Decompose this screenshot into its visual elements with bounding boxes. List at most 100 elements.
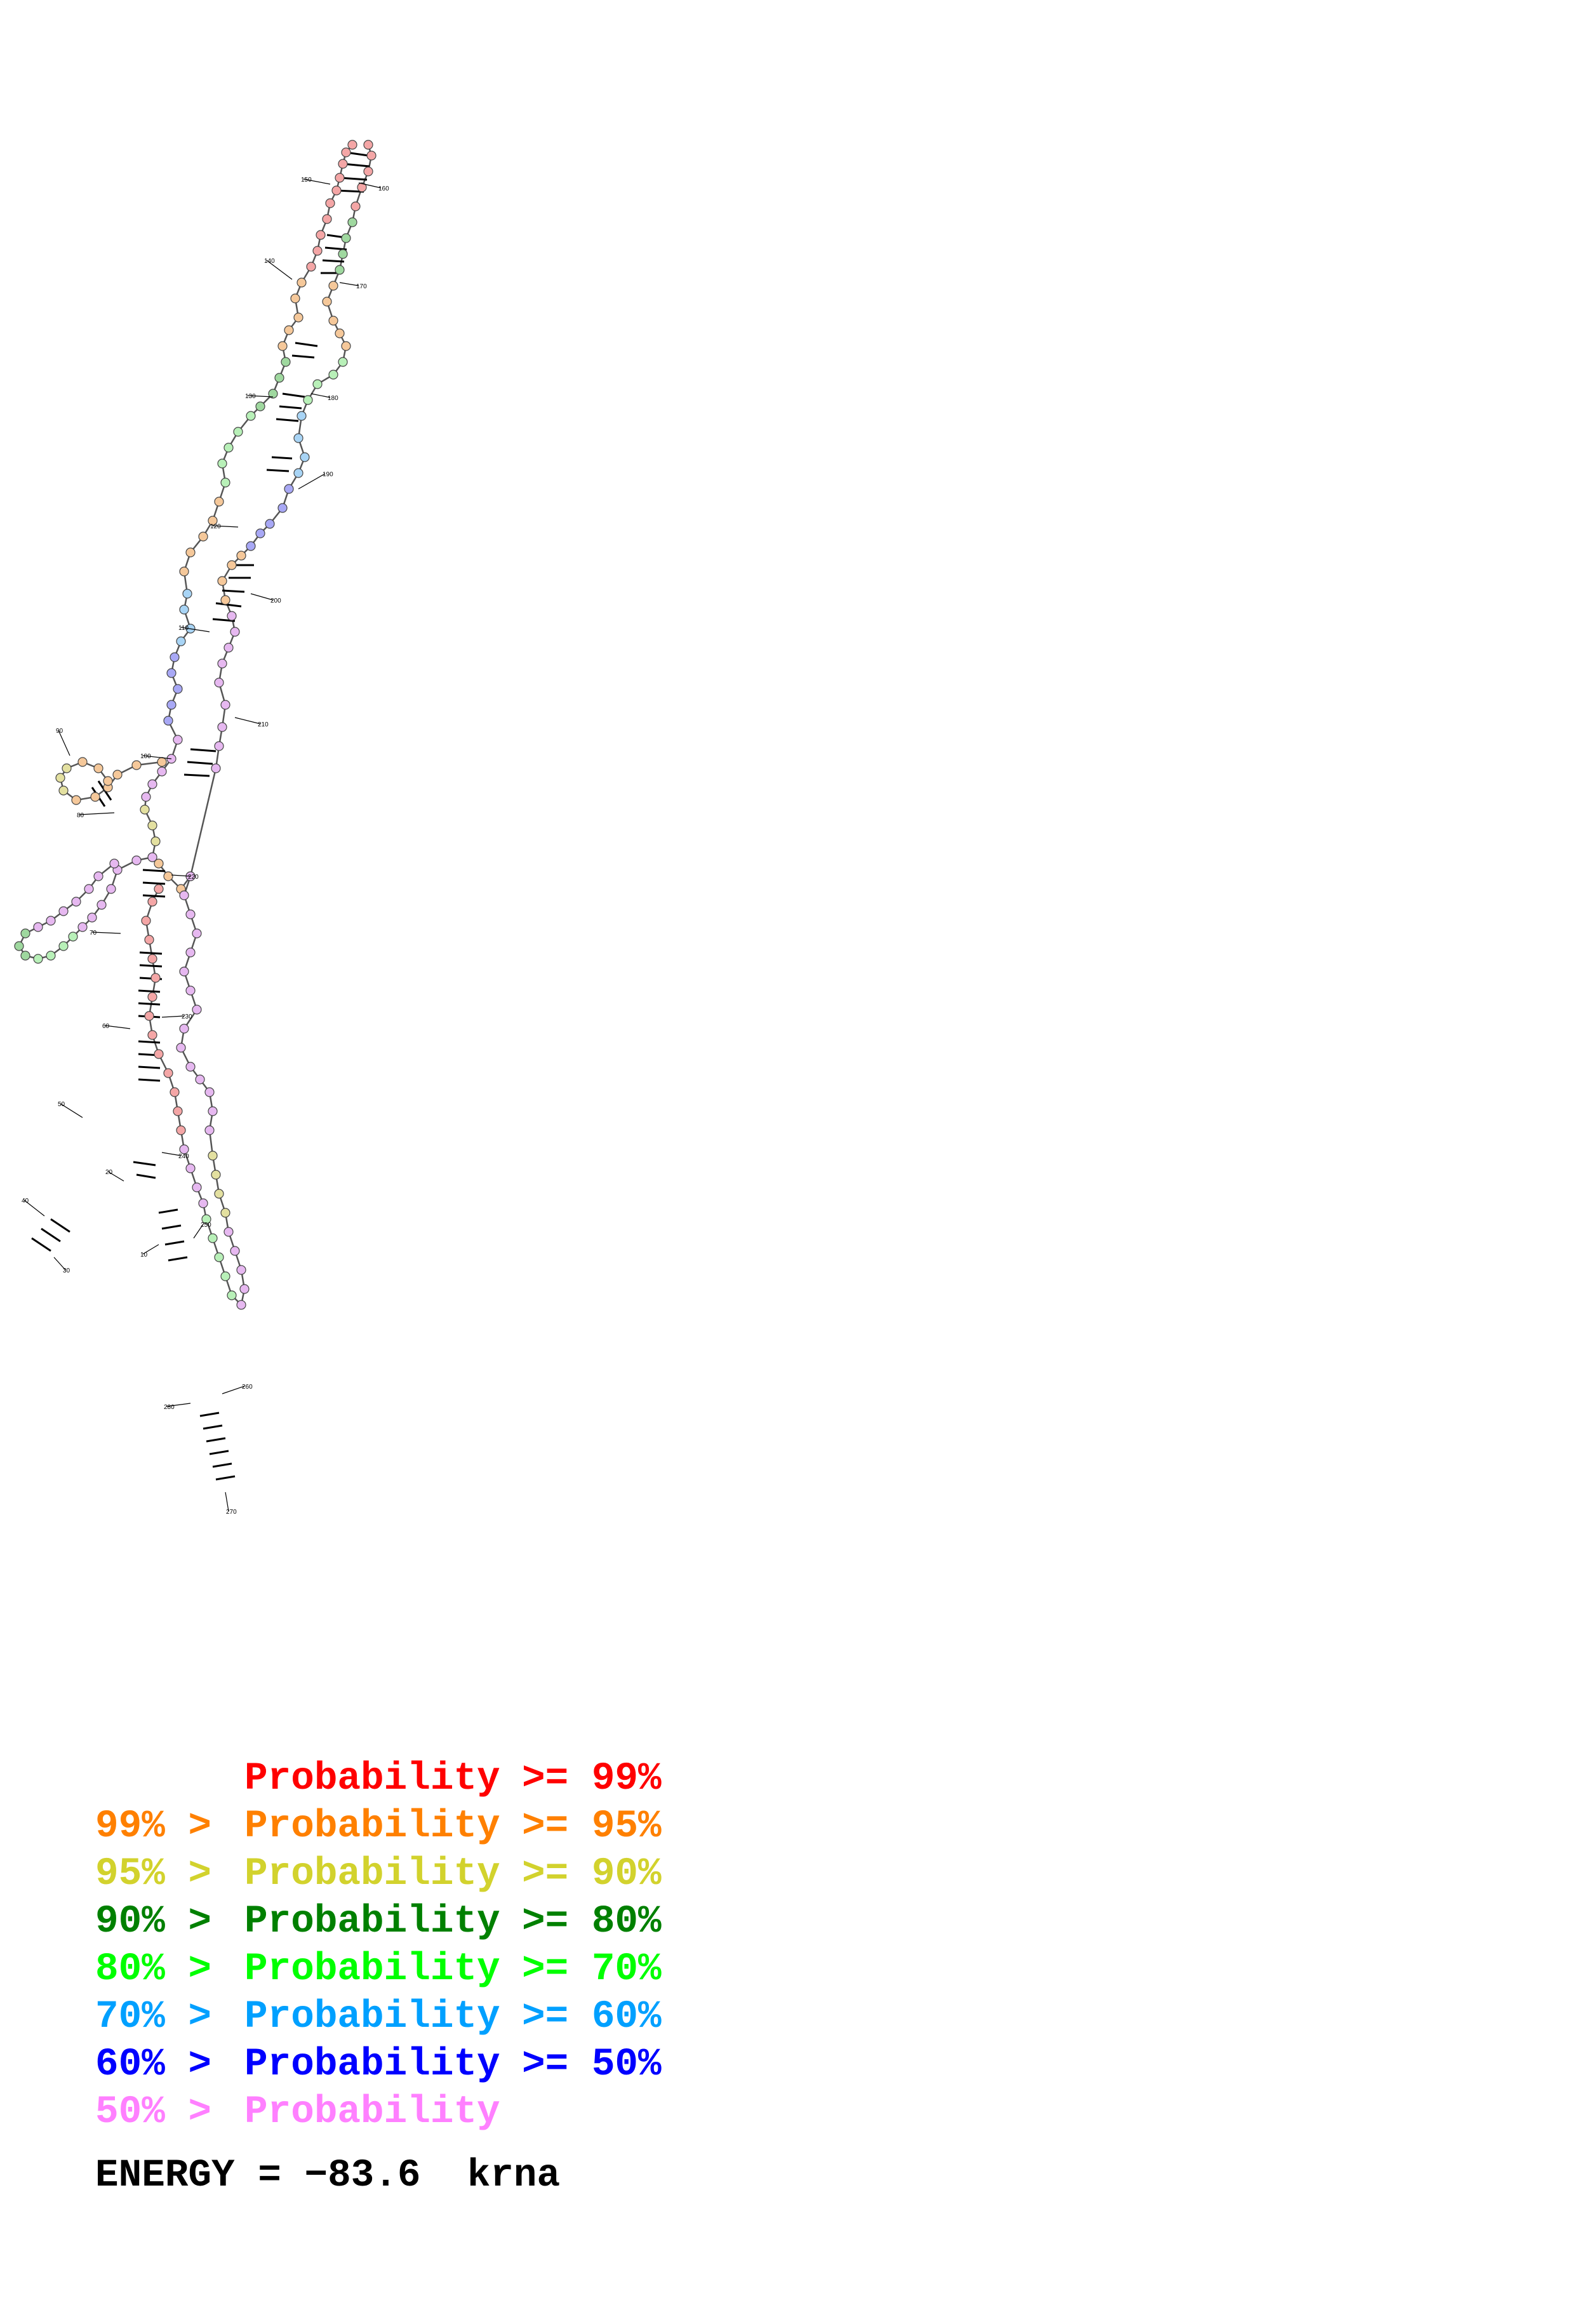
position-label: 80 bbox=[77, 812, 84, 819]
legend-suffix: >= 80% bbox=[522, 1900, 662, 1944]
nucleotide bbox=[277, 503, 288, 513]
position-label: 110 bbox=[178, 625, 189, 632]
legend-row-90: 95% > Probability >= 90% bbox=[0, 1851, 762, 1898]
legend-label: Probability bbox=[244, 1900, 500, 1944]
position-label: 190 bbox=[323, 471, 333, 478]
nucleotide bbox=[217, 458, 227, 469]
energy-readout: ENERGY = −83.6 krna bbox=[95, 2153, 560, 2200]
nucleotide bbox=[338, 249, 348, 259]
energy-label: ENERGY = bbox=[95, 2154, 281, 2198]
position-label: 90 bbox=[56, 728, 63, 735]
nucleotide bbox=[246, 541, 256, 551]
nucleotide bbox=[220, 1208, 230, 1218]
nucleotide bbox=[58, 941, 69, 951]
nucleotide bbox=[220, 1271, 230, 1281]
position-leader-line bbox=[79, 812, 115, 815]
legend-row-60: 70% > Probability >= 60% bbox=[0, 1994, 762, 2041]
nucleotide bbox=[246, 411, 256, 421]
nucleotide bbox=[211, 1170, 221, 1180]
nucleotide bbox=[347, 140, 357, 150]
nucleotide bbox=[306, 262, 316, 272]
position-labels: 10 20 30 40 50 60 70 80 90 100 110 120 130 140 150 160 1… bbox=[22, 177, 389, 1516]
nucleotide bbox=[211, 763, 221, 773]
position-label: 200 bbox=[270, 598, 281, 604]
nucleotide bbox=[338, 159, 348, 169]
nucleotide bbox=[179, 604, 189, 615]
nucleotide bbox=[106, 884, 116, 894]
nucleotide bbox=[58, 785, 69, 796]
nucleotide bbox=[233, 427, 243, 437]
position-leader-line bbox=[180, 627, 210, 632]
nucleotide bbox=[198, 1198, 208, 1208]
nucleotide bbox=[182, 589, 192, 599]
nucleotide bbox=[185, 947, 196, 958]
nucleotide bbox=[223, 1227, 234, 1237]
nucleotide bbox=[170, 1087, 180, 1097]
nucleotide bbox=[163, 716, 173, 726]
nucleotide bbox=[173, 684, 183, 694]
nucleotide bbox=[217, 722, 227, 732]
nucleotide bbox=[97, 900, 107, 910]
backbone-lines bbox=[18, 144, 373, 1307]
legend-label: Probability bbox=[244, 1805, 500, 1848]
nucleotide bbox=[281, 357, 291, 367]
nucleotide bbox=[230, 1246, 240, 1256]
nucleotide bbox=[147, 954, 157, 964]
nucleotide bbox=[154, 1049, 164, 1059]
legend-prefix: 70% > bbox=[95, 1995, 212, 2039]
position-leader-line bbox=[166, 1403, 191, 1407]
nucleotide bbox=[144, 1011, 154, 1021]
nucleotide bbox=[131, 760, 142, 770]
nucleotide bbox=[312, 246, 323, 256]
nucleotide bbox=[338, 357, 348, 367]
position-leader-line bbox=[53, 1257, 66, 1271]
nucleotide bbox=[290, 293, 300, 304]
nucleotide bbox=[322, 297, 332, 307]
nucleotide bbox=[227, 1290, 237, 1300]
position-leader-line bbox=[91, 932, 121, 934]
position-label: 280 bbox=[164, 1404, 175, 1411]
position-leader-line bbox=[142, 1244, 159, 1255]
position-leader-line bbox=[247, 395, 274, 397]
nucleotide bbox=[214, 1252, 224, 1262]
energy-unit: krna bbox=[467, 2154, 561, 2198]
nucleotide bbox=[185, 1163, 196, 1173]
legend-row-95: 99% > Probability >= 95% bbox=[0, 1803, 762, 1850]
position-leader-line bbox=[298, 473, 326, 490]
nucleotide bbox=[150, 836, 161, 846]
nucleotide bbox=[68, 932, 78, 942]
nucleotide bbox=[173, 735, 183, 745]
nucleotide bbox=[201, 1214, 211, 1224]
nucleotide bbox=[147, 1030, 157, 1040]
nucleotide bbox=[103, 776, 113, 786]
legend-row-80: 90% > Probability >= 80% bbox=[0, 1899, 762, 1946]
nucleotide bbox=[220, 477, 230, 488]
position-leader-line bbox=[222, 1386, 245, 1394]
nucleotide bbox=[328, 281, 338, 291]
nucleotide bbox=[284, 484, 294, 494]
nucleotide bbox=[227, 560, 237, 570]
nucleotide bbox=[179, 566, 189, 577]
position-label: 150 bbox=[301, 177, 312, 184]
position-leader-line bbox=[60, 1103, 83, 1118]
nucleotide bbox=[195, 1074, 205, 1085]
nucleotide bbox=[236, 551, 246, 561]
position-leader-line bbox=[171, 874, 191, 877]
nucleotide bbox=[147, 992, 157, 1002]
legend-label: Probability bbox=[244, 1947, 500, 1991]
nucleotide bbox=[322, 214, 332, 224]
nucleotide bbox=[179, 890, 189, 900]
position-leader-line bbox=[339, 282, 359, 286]
nucleotide bbox=[284, 325, 294, 335]
nucleotide bbox=[297, 411, 307, 421]
nucleotide bbox=[357, 182, 367, 192]
nucleotide bbox=[71, 795, 81, 805]
position-leader-line bbox=[161, 1015, 185, 1018]
nucleotide bbox=[20, 928, 30, 938]
nucleotide bbox=[147, 852, 157, 862]
nucleotide bbox=[227, 611, 237, 621]
nucleotide bbox=[300, 452, 310, 462]
nucleotide bbox=[204, 1125, 215, 1135]
nucleotide bbox=[154, 884, 164, 894]
nucleotide bbox=[33, 922, 43, 932]
